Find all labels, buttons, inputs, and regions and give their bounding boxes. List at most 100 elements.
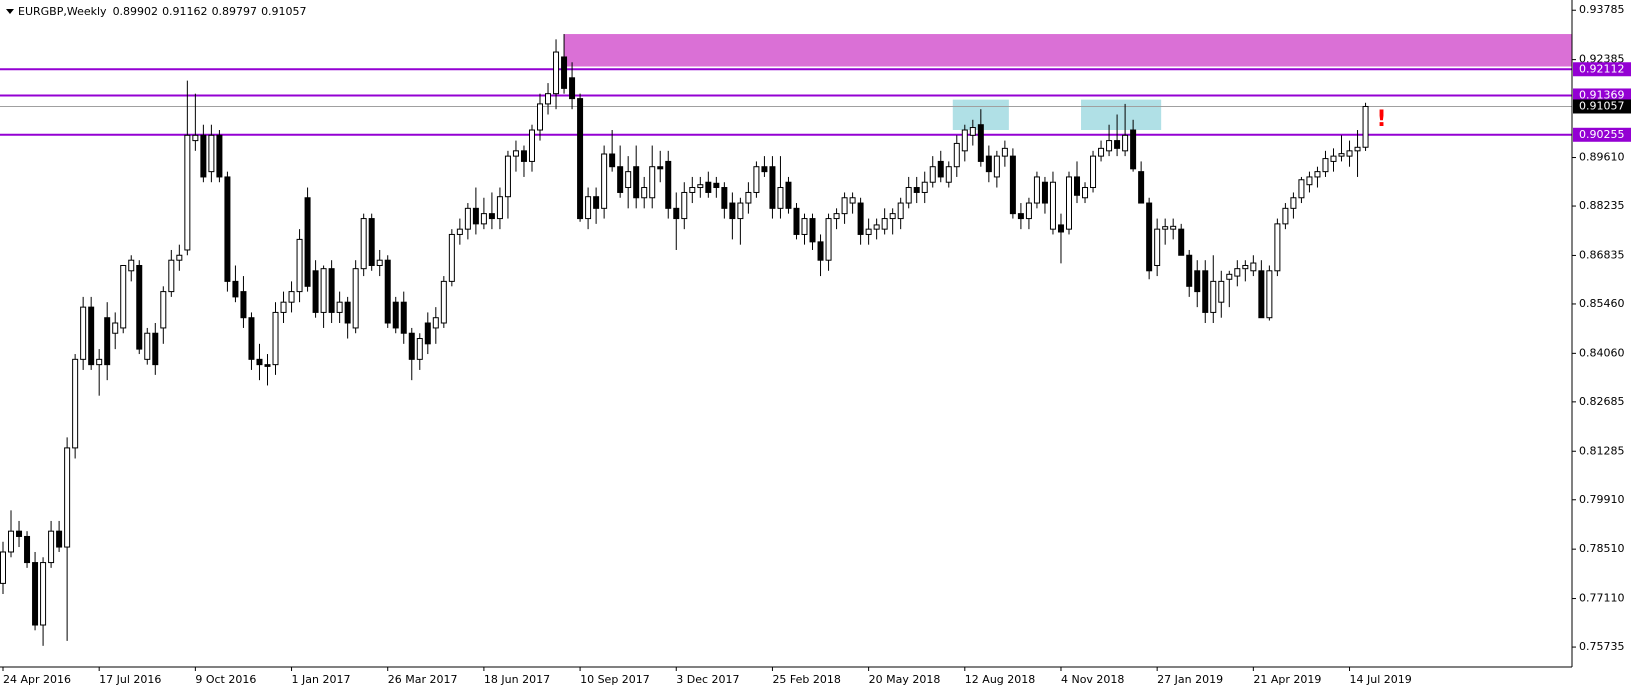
candle-body xyxy=(1009,155,1016,215)
candle-body xyxy=(72,358,79,449)
candle-body xyxy=(1178,228,1185,256)
candle-body xyxy=(1057,224,1064,233)
candle-body xyxy=(1065,176,1072,230)
candle-body xyxy=(280,301,287,313)
candle-body xyxy=(601,153,608,209)
candle-body xyxy=(793,207,800,235)
candle-body xyxy=(841,197,848,215)
level-label: 0.92112 xyxy=(1579,62,1625,75)
header-close: 0.91057 xyxy=(261,5,307,18)
candle-body xyxy=(224,176,231,282)
candle-body xyxy=(112,322,119,334)
candle-body xyxy=(1226,273,1233,280)
y-tick-label: 0.88235 xyxy=(1579,199,1625,212)
candle-body xyxy=(1346,150,1353,157)
candle-body xyxy=(681,191,688,220)
level-label-box xyxy=(1573,127,1631,142)
candle-body xyxy=(817,241,824,261)
candle-body xyxy=(1146,202,1153,272)
x-tick-label: 24 Apr 2016 xyxy=(3,673,71,686)
candle-body xyxy=(929,166,936,183)
candle-body xyxy=(1074,176,1081,196)
candle-body xyxy=(1210,280,1217,313)
y-tick-label: 0.93785 xyxy=(1579,3,1625,16)
candle-body xyxy=(472,207,479,225)
candle-body xyxy=(921,181,928,193)
candle-body xyxy=(1170,225,1177,230)
candle-body xyxy=(80,306,87,360)
candle-body xyxy=(288,291,295,303)
candle-body xyxy=(889,213,896,220)
candle-body xyxy=(961,129,968,152)
candle-body xyxy=(512,150,519,157)
y-tick-label: 0.86835 xyxy=(1579,248,1625,261)
candle-body xyxy=(416,338,423,360)
candle-body xyxy=(192,134,199,142)
candle-body xyxy=(697,184,704,189)
candle-body xyxy=(296,238,303,293)
candle-body xyxy=(56,530,63,548)
candle-body xyxy=(617,166,624,193)
x-tick-label: 27 Jan 2019 xyxy=(1157,673,1223,686)
candle-body xyxy=(32,562,39,626)
candle-body xyxy=(969,127,976,136)
candle-body xyxy=(1218,280,1225,303)
candle-body xyxy=(1122,134,1129,152)
symbol-menu-arrow[interactable] xyxy=(6,9,14,14)
candle-body xyxy=(553,51,560,95)
candle-body xyxy=(272,311,279,366)
y-tick-label: 0.77110 xyxy=(1579,592,1625,605)
candle-body xyxy=(1049,181,1056,230)
candle-body xyxy=(40,562,47,626)
candle-body xyxy=(200,134,207,178)
candle-body xyxy=(176,254,183,261)
candle-body xyxy=(1114,140,1121,149)
candle-body xyxy=(873,224,880,230)
candle-body xyxy=(1362,105,1369,148)
candle-body xyxy=(336,301,343,313)
candle-body xyxy=(1154,228,1161,266)
candle-body xyxy=(993,155,1000,178)
axis-white-pad xyxy=(1573,0,1633,689)
candle-body xyxy=(825,218,832,261)
candle-body xyxy=(937,160,944,178)
y-tick-label: 0.84060 xyxy=(1579,346,1625,359)
header-open: 0.89902 xyxy=(113,5,159,18)
candle-body xyxy=(569,77,576,100)
highlight-box xyxy=(1081,99,1162,131)
candle-body xyxy=(849,197,856,204)
y-tick-label: 0.85460 xyxy=(1579,297,1625,310)
x-tick-label: 20 May 2018 xyxy=(869,673,941,686)
candle-body xyxy=(857,202,864,235)
candle-body xyxy=(1202,270,1209,313)
candle-body xyxy=(1322,158,1329,173)
current-price-label: 0.91057 xyxy=(1579,99,1625,112)
candle-body xyxy=(1242,264,1249,270)
level-label-box xyxy=(1573,62,1631,77)
candle-body xyxy=(1138,171,1145,204)
candle-body xyxy=(376,259,383,266)
candle-body xyxy=(480,213,487,225)
x-tick-label: 3 Dec 2017 xyxy=(676,673,739,686)
candle-body xyxy=(1338,153,1345,157)
candle-body xyxy=(785,181,792,209)
header-high: 0.91162 xyxy=(162,5,208,18)
candle-body xyxy=(1306,176,1313,186)
candle-body xyxy=(528,129,535,162)
candle-body xyxy=(713,182,720,189)
candle-body xyxy=(400,301,407,334)
candle-body xyxy=(1162,226,1169,230)
candle-body xyxy=(0,551,6,584)
candle-body xyxy=(1354,146,1361,152)
candle-body xyxy=(88,306,95,366)
candle-body xyxy=(448,233,455,282)
candle-body xyxy=(464,207,471,230)
candle-body xyxy=(160,291,167,329)
x-tick-label: 1 Jan 2017 xyxy=(292,673,351,686)
candle-body xyxy=(1033,176,1040,204)
candle-body xyxy=(769,166,776,209)
candle-body xyxy=(352,268,359,329)
candle-body xyxy=(1290,197,1297,209)
chart-title: EURGBP,Weekly xyxy=(18,5,107,18)
